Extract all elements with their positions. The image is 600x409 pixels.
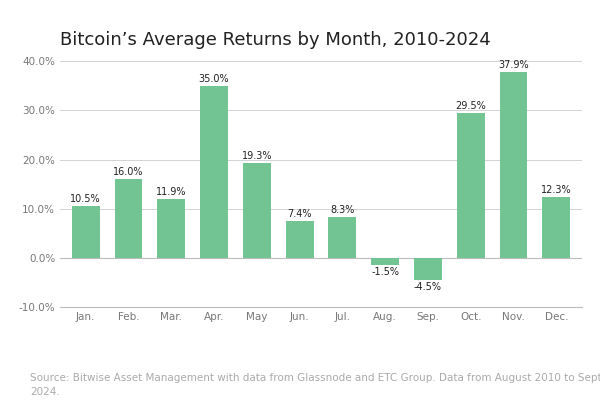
Bar <box>371 258 399 265</box>
Text: 37.9%: 37.9% <box>498 60 529 70</box>
Bar <box>414 258 442 280</box>
Text: 11.9%: 11.9% <box>156 187 187 197</box>
Bar <box>286 221 314 258</box>
Bar <box>542 197 570 258</box>
Text: 29.5%: 29.5% <box>455 101 486 111</box>
Text: Source: Bitwise Asset Management with data from Glassnode and ETC Group. Data fr: Source: Bitwise Asset Management with da… <box>30 373 600 397</box>
Bar <box>243 163 271 258</box>
Text: 16.0%: 16.0% <box>113 167 144 177</box>
Bar <box>157 199 185 258</box>
Bar <box>72 206 100 258</box>
Bar <box>115 179 142 258</box>
Text: 35.0%: 35.0% <box>199 74 229 84</box>
Text: 19.3%: 19.3% <box>242 151 272 161</box>
Text: 12.3%: 12.3% <box>541 185 572 196</box>
Text: 7.4%: 7.4% <box>287 209 312 219</box>
Bar <box>500 72 527 258</box>
Bar <box>200 86 228 258</box>
Bar <box>457 113 485 258</box>
Text: 8.3%: 8.3% <box>330 205 355 215</box>
Text: -1.5%: -1.5% <box>371 267 399 277</box>
Text: -4.5%: -4.5% <box>414 282 442 292</box>
Text: Bitcoin’s Average Returns by Month, 2010-2024: Bitcoin’s Average Returns by Month, 2010… <box>60 31 491 49</box>
Bar <box>328 217 356 258</box>
Text: 10.5%: 10.5% <box>70 194 101 204</box>
